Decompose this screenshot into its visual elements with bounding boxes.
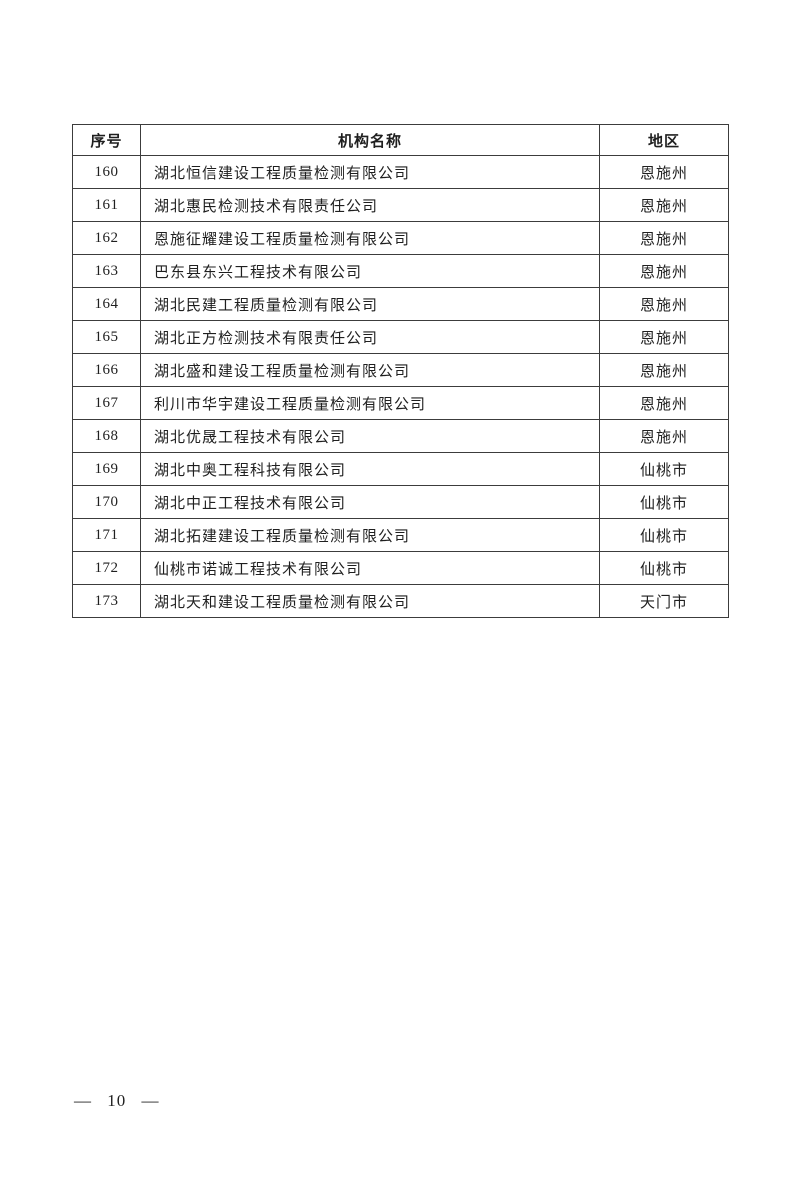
table-body: 160 湖北恒信建设工程质量检测有限公司 恩施州 161 湖北惠民检测技术有限责任公司恩… <box>72 155 729 618</box>
row-organization-name: 仙桃市诺诚工程技术有限公司 <box>140 551 600 585</box>
header-region: 地区 <box>599 124 729 156</box>
table-row: 166 湖北盛和建设工程质量检测有限公司 恩施州 <box>72 353 729 387</box>
row-region: 恩施州 <box>599 287 729 321</box>
row-organization-name: 湖北正方检测技术有限责任公司 <box>140 320 600 354</box>
header-organization-name: 机构名称 <box>140 124 600 156</box>
row-region: 仙桃市 <box>599 452 729 486</box>
row-organization-name: 湖北中奥工程科技有限公司 <box>140 452 600 486</box>
row-organization-name: 湖北恒信建设工程质量检测有限公司 <box>140 155 600 189</box>
row-region: 仙桃市 <box>599 551 729 585</box>
row-serial-number: 166 <box>72 353 141 387</box>
row-organization-name: 湖北优晟工程技术有限公司 <box>140 419 600 453</box>
table-row: 173 湖北天和建设工程质量检测有限公司 天门市 <box>72 584 729 618</box>
row-region: 恩施州 <box>599 221 729 255</box>
table-row: 169 湖北中奥工程科技有限公司 仙桃市 <box>72 452 729 486</box>
table-row: 160 湖北恒信建设工程质量检测有限公司 恩施州 <box>72 155 729 189</box>
row-region: 仙桃市 <box>599 518 729 552</box>
row-serial-number: 171 <box>72 518 141 552</box>
table-row: 165 湖北正方检测技术有限责任公司 恩施州 <box>72 320 729 354</box>
row-region: 仙桃市 <box>599 485 729 519</box>
table-header: 序号 机构名称 地区 <box>72 124 729 156</box>
row-organization-name: 湖北拓建建设工程质量检测有限公司 <box>140 518 600 552</box>
row-serial-number: 172 <box>72 551 141 585</box>
row-serial-number: 160 <box>72 155 141 189</box>
table-row: 162 恩施征耀建设工程质量检测有限公司 恩施州 <box>72 221 729 255</box>
row-serial-number: 165 <box>72 320 141 354</box>
table-row: 170 湖北中正工程技术有限公司 仙桃市 <box>72 485 729 519</box>
table-row: 167 利川市华宇建设工程质量检测有限公司 恩施州 <box>72 386 729 420</box>
row-region: 恩施州 <box>599 155 729 189</box>
row-serial-number: 167 <box>72 386 141 420</box>
row-organization-name: 湖北惠民检测技术有限责任公司 <box>140 188 600 222</box>
row-region: 恩施州 <box>599 320 729 354</box>
row-serial-number: 173 <box>72 584 141 618</box>
organization-table: 序号 机构名称 地区 160 湖北恒信建设工程质量检测有限公司 恩施州 161 湖北惠民… <box>72 124 729 618</box>
row-serial-number: 162 <box>72 221 141 255</box>
row-region: 恩施州 <box>599 353 729 387</box>
row-organization-name: 恩施征耀建设工程质量检测有限公司 <box>140 221 600 255</box>
row-organization-name: 湖北中正工程技术有限公司 <box>140 485 600 519</box>
row-region: 恩施州 <box>599 188 729 222</box>
row-region: 天门市 <box>599 584 729 618</box>
table-row: 161 湖北惠民检测技术有限责任公司 恩施州 <box>72 188 729 222</box>
row-region: 恩施州 <box>599 386 729 420</box>
row-serial-number: 168 <box>72 419 141 453</box>
table-row: 172 仙桃市诺诚工程技术有限公司 仙桃市 <box>72 551 729 585</box>
row-organization-name: 湖北天和建设工程质量检测有限公司 <box>140 584 600 618</box>
row-organization-name: 巴东县东兴工程技术有限公司 <box>140 254 600 288</box>
table-row: 163 巴东县东兴工程技术有限公司 恩施州 <box>72 254 729 288</box>
row-organization-name: 湖北盛和建设工程质量检测有限公司 <box>140 353 600 387</box>
table-header-row: 序号 机构名称 地区 <box>72 124 729 156</box>
table-row: 171 湖北拓建建设工程质量检测有限公司 仙桃市 <box>72 518 729 552</box>
table-row: 164 湖北民建工程质量检测有限公司 恩施州 <box>72 287 729 321</box>
row-organization-name: 利川市华宇建设工程质量检测有限公司 <box>140 386 600 420</box>
header-serial-number: 序号 <box>72 124 141 156</box>
row-organization-name: 湖北民建工程质量检测有限公司 <box>140 287 600 321</box>
row-serial-number: 163 <box>72 254 141 288</box>
row-serial-number: 170 <box>72 485 141 519</box>
row-region: 恩施州 <box>599 419 729 453</box>
row-serial-number: 164 <box>72 287 141 321</box>
page-number: — 10 — <box>74 1091 160 1110</box>
row-serial-number: 169 <box>72 452 141 486</box>
row-serial-number: 161 <box>72 188 141 222</box>
table-row: 168 湖北优晟工程技术有限公司 恩施州 <box>72 419 729 453</box>
row-region: 恩施州 <box>599 254 729 288</box>
